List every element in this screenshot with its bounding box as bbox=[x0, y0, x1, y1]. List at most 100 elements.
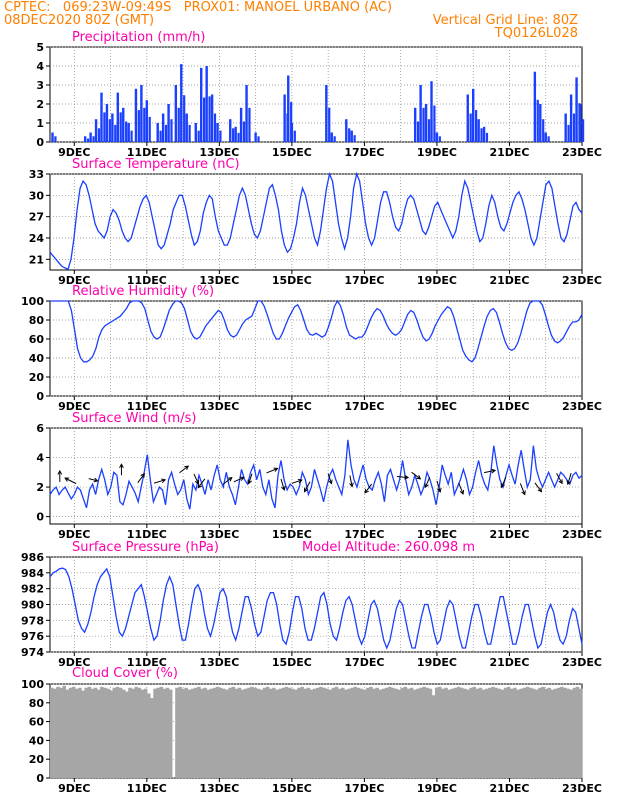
panel-temp: 21 24 27 30 33 9DEC 11DEC 13DEC 15DEC 17DEC 19DEC 2… bbox=[29, 157, 602, 287]
precip-bar bbox=[475, 110, 478, 142]
precip-bar bbox=[427, 119, 431, 142]
cloud-bar bbox=[275, 689, 279, 778]
y-tick-label: 0 bbox=[36, 511, 44, 524]
cloud-bar bbox=[112, 687, 117, 778]
precip-bar bbox=[137, 110, 140, 142]
cloud-bar bbox=[322, 687, 326, 778]
wind-arrow bbox=[280, 478, 285, 491]
precip-bar bbox=[569, 94, 573, 142]
wind-arrow bbox=[179, 465, 189, 474]
cloud-bar bbox=[75, 688, 79, 778]
precip-bar bbox=[237, 132, 240, 142]
cloud-bar bbox=[68, 687, 73, 778]
y-tick-label: 2 bbox=[36, 98, 44, 111]
wind-arrow bbox=[349, 475, 353, 487]
cloud-bar bbox=[353, 686, 358, 778]
precip-bar bbox=[283, 94, 286, 142]
cloud-bar bbox=[193, 687, 198, 778]
x-tick-label: 17DEC bbox=[344, 400, 384, 413]
precip-bar bbox=[413, 107, 417, 142]
precip-bar bbox=[92, 136, 95, 142]
cloud-bar bbox=[400, 687, 405, 778]
precip-bar bbox=[156, 123, 159, 142]
wind-arrow-head bbox=[57, 469, 63, 475]
cloud-bar bbox=[516, 689, 520, 778]
precip-bar bbox=[333, 136, 336, 142]
wind-arrow-head bbox=[64, 477, 70, 482]
cloud-bar bbox=[391, 687, 395, 778]
cloud-bar bbox=[109, 690, 113, 778]
cloud-bar bbox=[450, 688, 455, 778]
wind-arrow bbox=[500, 477, 507, 488]
cloud-bar bbox=[394, 688, 398, 778]
cloud-bar bbox=[184, 687, 189, 778]
panel-wind: 0 2 4 6 9DEC 11DEC 13DEC 15DEC 17DEC 19DEC 21DEC 23… bbox=[36, 411, 602, 541]
x-tick-label: 19DEC bbox=[417, 782, 457, 795]
x-tick-label: 23DEC bbox=[562, 656, 602, 669]
precip-bar bbox=[345, 119, 348, 142]
precip-bar bbox=[424, 104, 428, 142]
precip-bar bbox=[208, 96, 211, 142]
x-tick-label: 13DEC bbox=[199, 274, 239, 287]
x-tick-label: 9DEC bbox=[58, 400, 90, 413]
cloud-bar bbox=[118, 687, 123, 778]
cloud-bar bbox=[137, 687, 142, 778]
cloud-bar bbox=[434, 687, 439, 778]
cloud-bar bbox=[284, 686, 289, 778]
precip-bar bbox=[480, 128, 483, 142]
cloud-bar bbox=[316, 687, 320, 778]
precip-bar bbox=[232, 128, 235, 142]
wind-arrow-head bbox=[140, 473, 145, 478]
cloud-bar bbox=[265, 686, 270, 778]
panel-title: Precipitation (mm/h) bbox=[72, 30, 205, 45]
cloud-bar bbox=[106, 688, 110, 778]
wind-arrow-head bbox=[459, 489, 465, 495]
precip-bar bbox=[145, 100, 149, 142]
wind-arrow bbox=[222, 477, 233, 485]
cloud-bar bbox=[240, 689, 245, 778]
cloud-bar bbox=[572, 687, 577, 778]
cloud-bar bbox=[362, 689, 367, 778]
wind-arrow-head bbox=[161, 478, 167, 484]
y-tick-label: 978 bbox=[21, 614, 44, 627]
cloud-bar bbox=[416, 688, 420, 778]
precip-bar bbox=[167, 104, 170, 142]
precip-bar bbox=[203, 97, 206, 142]
x-tick-label: 17DEC bbox=[344, 274, 384, 287]
precip-bar bbox=[219, 130, 222, 142]
cloud-bar bbox=[159, 686, 164, 778]
cloud-bar bbox=[121, 689, 126, 778]
wind-arrow bbox=[266, 468, 278, 474]
cloud-bar bbox=[538, 687, 542, 778]
x-tick-label: 15DEC bbox=[272, 656, 312, 669]
precip-bar bbox=[438, 136, 441, 142]
x-tick-label: 9DEC bbox=[58, 146, 90, 159]
cloud-bar bbox=[381, 688, 386, 778]
wind-arrow bbox=[411, 471, 421, 480]
precip-bar bbox=[572, 113, 576, 142]
cloud-bar bbox=[466, 689, 470, 778]
cloud-bar bbox=[56, 686, 60, 778]
y-tick-label: 80 bbox=[29, 314, 45, 327]
wind-arrow bbox=[64, 477, 77, 485]
y-tick-label: 60 bbox=[29, 333, 45, 346]
cloud-bar bbox=[84, 687, 88, 778]
precip-bar bbox=[466, 94, 469, 142]
x-tick-label: 11DEC bbox=[127, 656, 167, 669]
cloud-bar bbox=[187, 689, 192, 778]
precip-bar bbox=[111, 113, 114, 142]
precip-bar bbox=[83, 136, 87, 142]
precip-bar bbox=[170, 119, 173, 142]
x-tick-label: 23DEC bbox=[562, 782, 602, 795]
cloud-bar bbox=[312, 688, 317, 778]
cloud-bar bbox=[203, 687, 207, 778]
cloud-bar bbox=[491, 686, 495, 778]
panel-title: Surface Wind (m/s) bbox=[72, 411, 196, 426]
cloud-bar bbox=[59, 687, 63, 778]
x-tick-label: 13DEC bbox=[199, 146, 239, 159]
cloud-bar bbox=[65, 689, 70, 778]
y-tick-label: 0 bbox=[36, 136, 44, 149]
cloud-bar bbox=[253, 687, 257, 778]
cloud-bar bbox=[115, 686, 120, 778]
wind-arrow bbox=[458, 482, 464, 495]
